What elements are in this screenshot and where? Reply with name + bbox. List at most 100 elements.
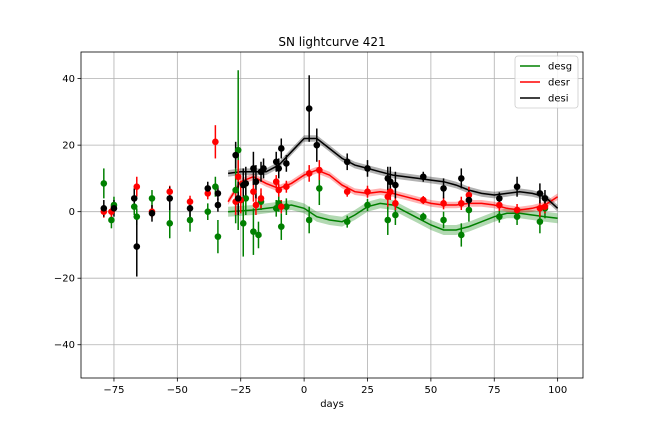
data-point-desg [204,208,211,215]
data-point-desi [111,205,118,212]
data-point-desr [387,188,394,195]
y-tick-label: −40 [54,340,75,351]
data-point-desr [273,178,280,185]
data-point-desi [364,165,371,172]
data-point-desr [212,139,219,146]
data-point-desi [101,205,108,212]
data-point-desr [235,173,242,180]
data-point-desi [496,195,503,202]
data-point-desg [240,220,247,227]
data-point-desi [131,195,138,202]
data-point-desg [215,233,222,240]
data-point-desi [514,183,521,190]
data-point-desr [253,202,260,209]
data-point-desr [514,207,521,214]
data-point-desg [101,180,108,187]
data-point-desr [187,198,194,205]
x-tick-label: 25 [361,385,374,396]
data-point-desi [242,180,249,187]
data-point-desi [166,195,173,202]
data-point-desg [466,207,473,214]
data-point-desr [166,188,173,195]
data-point-desg [108,217,115,224]
legend-label-desi: desi [548,94,569,105]
data-point-desi [392,182,399,189]
y-tick-label: 40 [62,74,75,85]
data-point-desg [496,213,503,220]
data-point-desr [542,203,549,210]
data-point-desg [537,218,544,225]
data-point-desi [133,243,140,250]
data-point-desi [283,160,290,167]
data-point-desg [232,187,239,194]
legend-label-desr: desr [548,78,571,89]
data-point-desi [344,158,351,165]
x-tick-label: −75 [103,385,124,396]
x-axis-label: days [320,399,344,410]
data-point-desr [258,195,265,202]
data-point-desi [466,197,473,204]
data-point-desr [496,202,503,209]
x-tick-label: 50 [425,385,438,396]
data-point-desg [384,217,391,224]
data-point-desg [306,217,313,224]
data-point-desg [133,213,140,220]
data-point-desi [273,158,280,165]
data-point-desg [344,218,351,225]
data-point-desr [283,183,290,190]
data-point-desi [215,202,222,209]
data-point-desg [166,220,173,227]
data-point-desg [514,213,521,220]
data-point-desg [255,232,262,239]
data-point-desg [131,203,138,210]
data-point-desr [275,187,282,194]
data-point-desi [253,178,260,185]
x-tick-label: 100 [548,385,567,396]
data-point-desi [275,165,282,172]
data-point-desi [215,190,222,197]
chart-title: SN lightcurve 421 [278,35,385,49]
data-point-desi [313,142,320,149]
data-point-desi [458,175,465,182]
data-point-desi [235,195,242,202]
data-point-desi [537,190,544,197]
data-point-desi [204,185,211,192]
y-tick-label: −20 [54,274,75,285]
x-tick-label: −50 [167,385,188,396]
y-tick-label: 20 [62,141,75,152]
data-point-desi [420,173,427,180]
data-point-desg [458,232,465,239]
data-point-desi [232,152,239,159]
data-point-desr [316,167,323,174]
data-point-desi [542,195,549,202]
data-point-desg [212,183,219,190]
data-point-desg [187,217,194,224]
data-point-desr [278,203,285,210]
data-point-desi [187,205,194,212]
data-point-desr [306,170,313,177]
data-point-desr [250,188,257,195]
x-tick-label: −25 [230,385,251,396]
data-point-desr [420,197,427,204]
data-point-desi [278,145,285,152]
data-point-desr [133,183,140,190]
data-point-desi [149,210,156,217]
data-point-desi [306,105,313,112]
data-point-desr [364,188,371,195]
x-tick-label: 0 [301,385,307,396]
data-point-desr [344,188,351,195]
data-point-desg [278,223,285,230]
y-tick-label: 0 [69,207,75,218]
legend: desg desr desi [515,56,578,108]
data-point-desi [260,165,267,172]
legend-label-desg: desg [548,62,572,73]
data-point-desg [364,202,371,209]
data-point-desg [392,212,399,219]
data-point-desi [440,185,447,192]
data-point-desg [440,217,447,224]
data-point-desr [392,200,399,207]
data-point-desg [316,185,323,192]
data-point-desi [250,165,257,172]
data-point-desr [458,200,465,207]
